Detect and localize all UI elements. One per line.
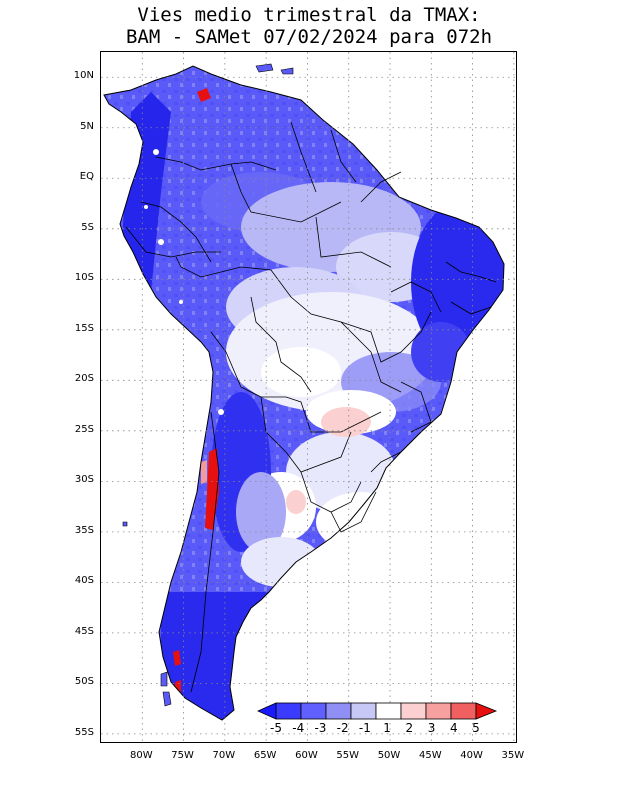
colorbar-low-arrow [257,702,277,720]
country-borders [125,121,497,693]
lat-tick-label: 10N [73,70,94,82]
gridlines [101,52,516,742]
colorbar-label: 3 [428,721,436,735]
colorbar-label: -5 [270,721,282,735]
colorbar-cell [400,702,427,720]
colorbar-cell [375,702,402,720]
lat-tick-label: 20S [74,373,94,385]
colorbar-label: -3 [314,721,326,735]
colorbar-cell [450,702,477,720]
colorbar-label: -1 [359,721,371,735]
colorbar-label: 1 [383,721,391,735]
colorbar-label: 4 [450,721,458,735]
lat-tick-label: 50S [74,676,94,688]
lon-tick-label: 55W [336,750,360,761]
lon-tick-label: 65W [253,750,277,761]
colorbar-label: -4 [292,721,304,735]
lon-tick-label: 50W [377,750,401,761]
south-america-map: -5 -4 -3 -2 -1 1 2 3 4 5 [101,52,516,742]
lon-tick-label: 80W [129,750,153,761]
colorbar-high-arrow [475,702,498,720]
colorbar-cell [300,702,327,720]
lat-tick-label: 25S [74,423,94,435]
lat-tick-label: 45S [74,625,94,637]
map-title-line1: Vies medio trimestral da TMAX: [137,4,481,26]
colorbar-cell [350,702,377,720]
lon-tick-label: 60W [295,750,318,761]
lat-tick-label: 10S [74,272,94,284]
colorbar-label: 5 [472,721,480,735]
lat-tick-label: 55S [74,726,94,738]
lon-tick-label: 45W [418,750,442,761]
lon-tick-label: 40W [460,750,483,761]
colorbar-cell [275,702,302,720]
lat-tick-label: 15S [74,322,94,334]
lat-tick-label: 40S [74,575,94,587]
lat-tick-label: 5S [81,221,94,233]
colorbar-cell [325,702,352,720]
islands [122,63,294,707]
lat-tick-label: 35S [74,524,94,536]
lon-tick-label: 35W [501,750,525,761]
colorbar-label: 2 [406,721,414,735]
colorbar-cell [425,702,452,720]
map-panel: -5 -4 -3 -2 -1 1 2 3 4 5 [100,51,517,743]
colorbar-label: -2 [337,721,349,735]
lat-tick-label: 5N [80,120,94,132]
lon-tick-label: 75W [171,750,194,761]
lon-tick-label: 70W [212,750,236,761]
map-title-line2: BAM - SAMet 07/02/2024 para 072h [125,26,493,48]
lat-tick-label: EQ [79,171,94,183]
lat-tick-label: 30S [74,474,94,486]
colorbar: -5 -4 -3 -2 -1 1 2 3 4 5 [257,702,498,735]
